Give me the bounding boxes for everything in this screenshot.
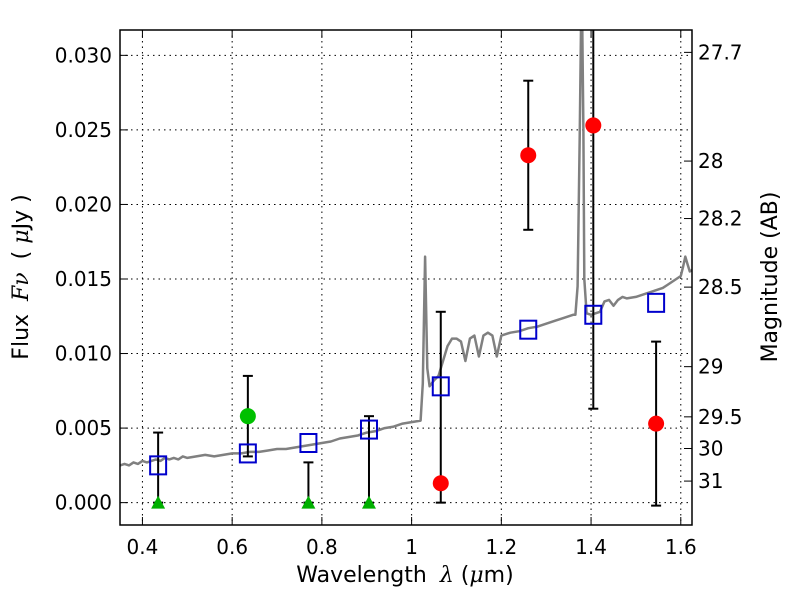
y-axis-unit-close: Jy ): [9, 194, 34, 231]
upper-limit-triangle: [151, 495, 166, 509]
y-tick-label: 0.000: [55, 491, 112, 515]
x-axis-unit-open: (: [461, 563, 470, 588]
detection-point: [432, 475, 449, 492]
y-tick-label: 0.030: [55, 43, 112, 67]
x-tick-label: 1.2: [485, 535, 517, 559]
y-tick-label: 0.020: [55, 192, 112, 216]
upper-limit-triangle: [361, 495, 376, 509]
y-axis-title: Flux Fν ( μJy ): [9, 194, 34, 359]
model-point-square: [431, 376, 450, 397]
mag-tick-label: 28.2: [698, 207, 743, 231]
plot-frame: [119, 29, 693, 526]
photometry-markers: [149, 117, 666, 509]
mag-tick-label: 27.7: [698, 40, 743, 64]
x-tick-label: 0.8: [306, 535, 338, 559]
x-tick-label: 0.4: [127, 535, 159, 559]
y-tick-label: 0.025: [55, 118, 112, 142]
spectrum-line: [120, 30, 692, 467]
mag-tick-label: 29: [698, 355, 723, 379]
x-axis-unit-close: m): [484, 563, 514, 588]
mag-tick-label: 28: [698, 149, 723, 173]
x-axis-label-text: Wavelength: [296, 563, 427, 588]
mag-tick-label: 29.5: [698, 405, 743, 429]
x-tick-label: 1.6: [665, 535, 697, 559]
detection-point: [520, 147, 537, 164]
model-point-square: [299, 432, 318, 453]
x-tick-label: 1: [405, 535, 418, 559]
upper-limit-triangle: [301, 495, 316, 509]
model-point-square: [647, 292, 666, 313]
y2-axis-title: Magnitude (AB): [758, 192, 783, 363]
spectrum-series: [120, 30, 692, 467]
x-axis-label-math: λ: [439, 563, 454, 588]
green-detection-point: [239, 408, 256, 425]
y-axis-unit-math: μ: [9, 229, 34, 243]
model-point-square: [359, 419, 378, 440]
model-point-square: [584, 304, 603, 325]
model-point-square: [238, 443, 257, 464]
model-point-square: [519, 319, 538, 340]
detection-point: [585, 117, 602, 134]
mag-tick-label: 30: [698, 437, 723, 461]
y-axis-label-text: Flux: [9, 314, 34, 360]
x-axis-title: Wavelength λ (μm): [296, 563, 513, 588]
x-tick-label: 1.4: [575, 535, 607, 559]
grid-lines: [120, 30, 692, 525]
detection-point: [648, 415, 665, 432]
model-point-square: [149, 455, 168, 476]
mag-tick-label: 31: [698, 469, 723, 493]
x-tick-label: 0.6: [216, 535, 248, 559]
x-axis-unit-math: μ: [469, 563, 483, 588]
y-tick-label: 0.005: [55, 416, 112, 440]
mag-tick-label: 28.5: [698, 275, 743, 299]
y-axis-unit-open: (: [9, 251, 34, 260]
y-tick-label: 0.010: [55, 342, 112, 366]
y-axis-label-math: Fν: [9, 272, 34, 302]
y-tick-label: 0.015: [55, 267, 112, 291]
axis-ticks: 0.4 0.6 0.8 1 1.2 1.4 1.6 0.000 0.005 0.010 0.015 0…: [55, 30, 743, 559]
